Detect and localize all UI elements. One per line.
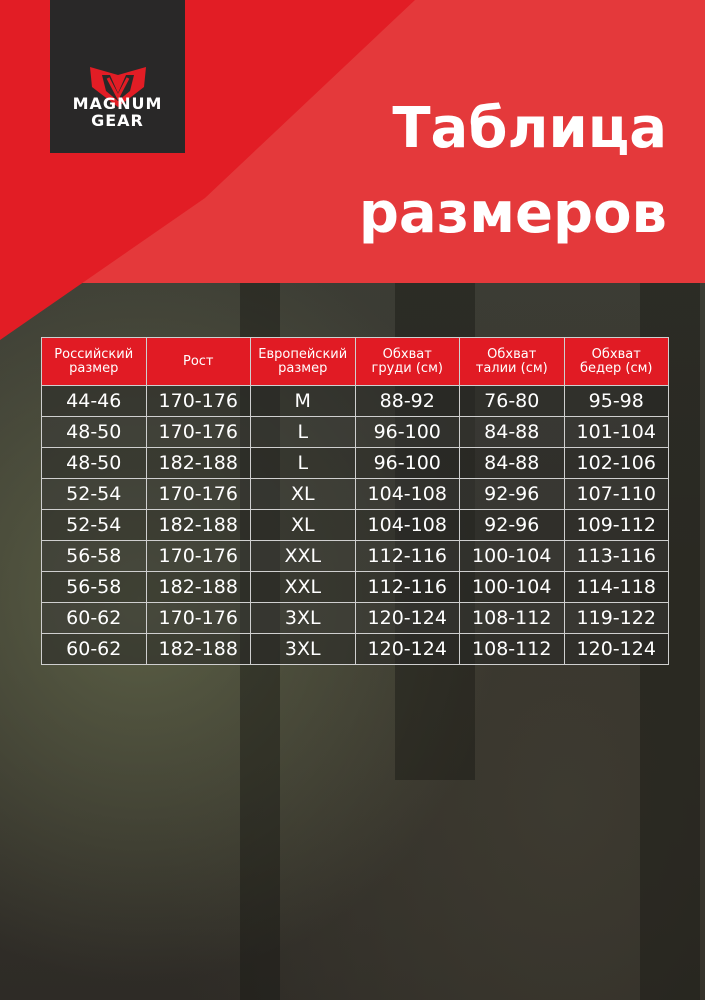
column-header: Российский размер — [41, 337, 147, 386]
column-header: Европейский размер — [250, 337, 356, 386]
table-cell: XL — [250, 509, 356, 541]
table-cell: 109-112 — [563, 509, 669, 541]
size-table: Российский размер Рост Европейский размер Обх… — [41, 337, 669, 665]
table-cell: 100-104 — [459, 571, 565, 603]
table-cell: L — [250, 416, 356, 448]
table-cell: 56-58 — [41, 540, 147, 572]
table-cell: 107-110 — [563, 478, 669, 510]
table-cell: 108-112 — [459, 633, 565, 665]
column-header-text: бедер (см) — [580, 360, 653, 376]
column-header-text: талии (см) — [475, 360, 548, 376]
table-row: 60-62 182-188 3XL 120-124 108-112 120-124 — [41, 633, 669, 665]
shield-m-icon — [90, 67, 146, 107]
column-header-text: Обхват — [382, 346, 432, 362]
table-row: 60-62 170-176 3XL 120-124 108-112 119-122 — [41, 602, 669, 634]
column-header: Рост — [145, 337, 251, 386]
table-cell: 84-88 — [459, 447, 565, 479]
table-row: 48-50 170-176 L 96-100 84-88 101-104 — [41, 416, 669, 448]
table-cell: 96-100 — [354, 447, 460, 479]
table-cell: 182-188 — [145, 633, 251, 665]
column-header: Обхват бедер (см) — [563, 337, 669, 386]
title-line-2: размеров — [358, 181, 667, 246]
table-cell: 108-112 — [459, 602, 565, 634]
table-cell: 102-106 — [563, 447, 669, 479]
table-cell: 113-116 — [563, 540, 669, 572]
table-row: 52-54 182-188 XL 104-108 92-96 109-112 — [41, 509, 669, 541]
table-cell: 114-118 — [563, 571, 669, 603]
table-cell: 56-58 — [41, 571, 147, 603]
column-header-text: Российский — [54, 346, 134, 362]
table-cell: 76-80 — [459, 385, 565, 417]
table-cell: 112-116 — [354, 571, 460, 603]
table-cell: 96-100 — [354, 416, 460, 448]
logo-text-gear: GEAR — [91, 111, 144, 130]
column-header-text: размер — [69, 360, 119, 376]
table-cell: 95-98 — [563, 385, 669, 417]
column-header: Обхват талии (см) — [459, 337, 565, 386]
table-cell: 170-176 — [145, 385, 251, 417]
table-cell: 170-176 — [145, 416, 251, 448]
table-cell: 84-88 — [459, 416, 565, 448]
column-header-text: Обхват — [591, 346, 641, 362]
table-cell: 3XL — [250, 633, 356, 665]
page-title: Таблица размеров — [359, 86, 667, 256]
table-cell: 3XL — [250, 602, 356, 634]
table-cell: 52-54 — [41, 509, 147, 541]
table-row: 56-58 170-176 XXL 112-116 100-104 113-116 — [41, 540, 669, 572]
table-cell: 104-108 — [354, 478, 460, 510]
table-cell: 120-124 — [354, 602, 460, 634]
table-cell: 92-96 — [459, 509, 565, 541]
table-cell: 48-50 — [41, 416, 147, 448]
table-cell: 119-122 — [563, 602, 669, 634]
table-cell: 182-188 — [145, 509, 251, 541]
table-cell: 100-104 — [459, 540, 565, 572]
column-header-text: груди (см) — [371, 360, 443, 376]
table-cell: M — [250, 385, 356, 417]
table-row: 48-50 182-188 L 96-100 84-88 102-106 — [41, 447, 669, 479]
table-cell: 101-104 — [563, 416, 669, 448]
table-cell: 170-176 — [145, 478, 251, 510]
table-row: 44-46 170-176 M 88-92 76-80 95-98 — [41, 385, 669, 417]
column-header-text: Европейский — [258, 346, 348, 362]
table-cell: 104-108 — [354, 509, 460, 541]
table-cell: 170-176 — [145, 602, 251, 634]
column-header-text: Обхват — [487, 346, 537, 362]
table-row: 56-58 182-188 XXL 112-116 100-104 114-118 — [41, 571, 669, 603]
column-header: Обхват груди (см) — [354, 337, 460, 386]
table-cell: L — [250, 447, 356, 479]
table-cell: 112-116 — [354, 540, 460, 572]
table-cell: 120-124 — [354, 633, 460, 665]
table-cell: 182-188 — [145, 571, 251, 603]
table-cell: 60-62 — [41, 602, 147, 634]
table-cell: 52-54 — [41, 478, 147, 510]
logo-text-magnum: MAGNUM — [72, 94, 163, 113]
table-cell: XL — [250, 478, 356, 510]
table-cell: 120-124 — [563, 633, 669, 665]
table-cell: 48-50 — [41, 447, 147, 479]
table-cell: 182-188 — [145, 447, 251, 479]
table-cell: 170-176 — [145, 540, 251, 572]
table-cell: 88-92 — [354, 385, 460, 417]
table-cell: 44-46 — [41, 385, 147, 417]
table-cell: 92-96 — [459, 478, 565, 510]
brand-logo: MAGNUM GEAR — [50, 0, 185, 153]
table-cell: XXL — [250, 571, 356, 603]
table-row: 52-54 170-176 XL 104-108 92-96 107-110 — [41, 478, 669, 510]
table-cell: 60-62 — [41, 633, 147, 665]
column-header-text: размер — [278, 360, 328, 376]
table-cell: XXL — [250, 540, 356, 572]
title-line-1: Таблица — [392, 96, 667, 161]
column-header-text: Рост — [182, 353, 214, 369]
